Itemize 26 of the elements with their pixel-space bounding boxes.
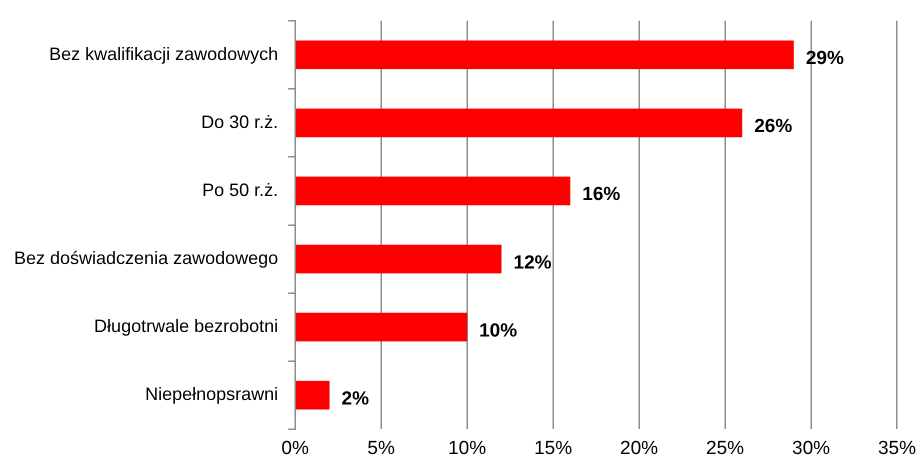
x-tick-label: 30% xyxy=(792,438,830,459)
y-tick-label: Bez kwalifikacji zawodowych xyxy=(49,44,278,64)
data-label: 10% xyxy=(479,320,518,342)
x-tick-label: 35% xyxy=(878,438,916,459)
bar xyxy=(296,312,468,342)
bar xyxy=(296,108,742,138)
bar xyxy=(296,380,330,410)
x-tick-label: 10% xyxy=(448,438,486,459)
bar xyxy=(296,176,570,206)
data-label: 16% xyxy=(582,184,620,206)
data-label: 26% xyxy=(754,116,792,138)
y-tick-label: Do 30 r.ż. xyxy=(201,112,278,132)
bar xyxy=(296,40,794,70)
data-label: 2% xyxy=(342,388,370,410)
data-label: 29% xyxy=(806,48,844,70)
x-tick-label: 20% xyxy=(620,438,658,459)
x-tick-label: 5% xyxy=(367,438,395,459)
x-tick-label: 15% xyxy=(534,438,572,459)
y-tick-label: Niepełnopsrawni xyxy=(145,384,278,404)
bar xyxy=(296,244,502,274)
y-tick-label: Bez doświadczenia zawodowego xyxy=(14,248,278,268)
y-tick-label: Po 50 r.ż. xyxy=(202,180,278,200)
x-tick-label: 0% xyxy=(281,438,309,459)
y-tick-label: Długotrwale bezrobotni xyxy=(94,316,278,336)
data-label: 12% xyxy=(514,252,552,274)
x-tick-label: 25% xyxy=(706,438,744,459)
